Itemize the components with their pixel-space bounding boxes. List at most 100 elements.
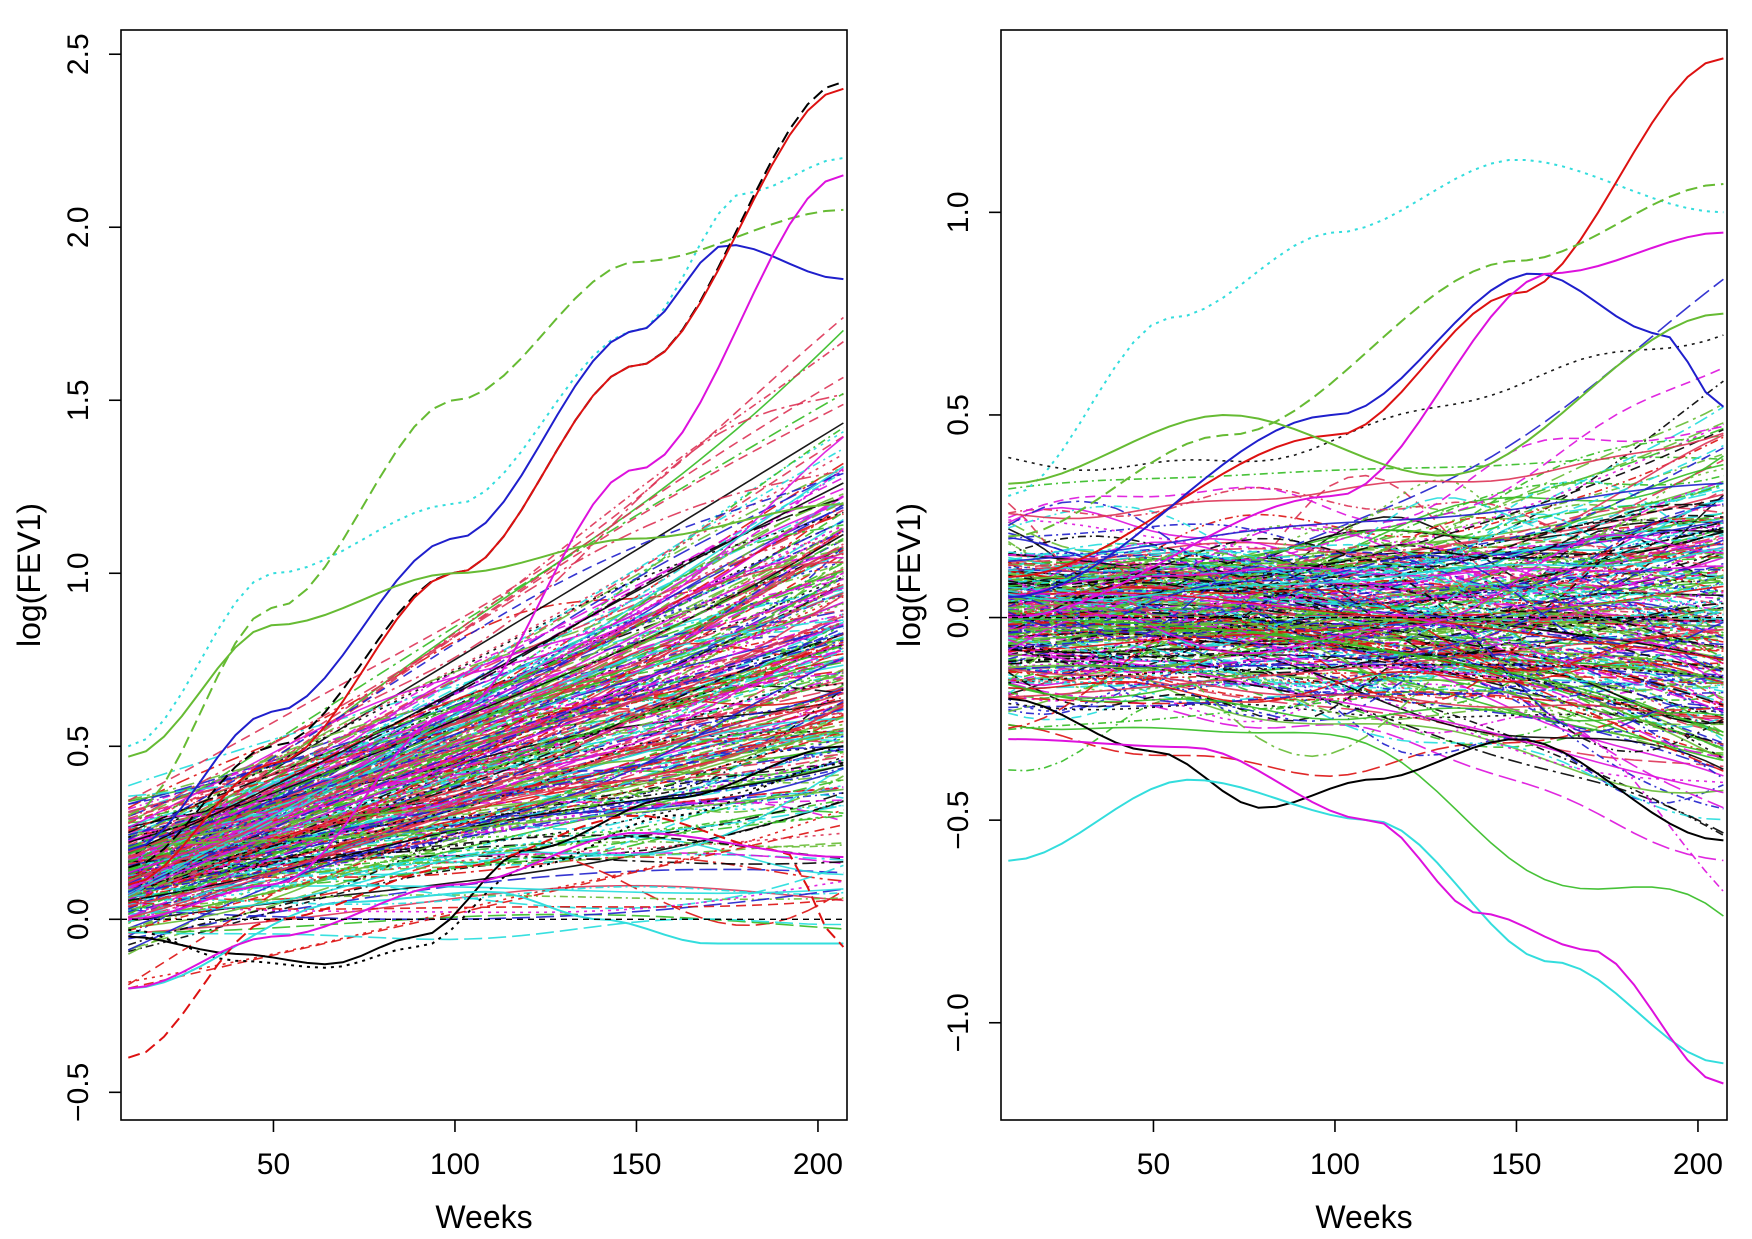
left-subject-curve bbox=[127, 465, 844, 895]
right-subject-curve bbox=[1008, 621, 1724, 688]
left-y-tick-label: 2.5 bbox=[62, 33, 95, 75]
right-subject-curve bbox=[1008, 639, 1724, 711]
left-subject-curve bbox=[127, 497, 844, 834]
right-subject-curve bbox=[1008, 550, 1724, 623]
right-subject-curve bbox=[1007, 503, 1724, 608]
right-subject-curve bbox=[1008, 661, 1724, 784]
left-y-tick-label: 1.0 bbox=[62, 552, 95, 594]
left-subject-curve bbox=[128, 661, 844, 873]
left-subject-curve bbox=[128, 704, 844, 907]
left-subject-curve bbox=[128, 504, 844, 805]
right-subject-curve bbox=[1008, 541, 1724, 649]
right-y-tick-label: −1.0 bbox=[942, 993, 975, 1052]
right-subject-curve bbox=[1008, 641, 1724, 704]
left-subject-curve bbox=[127, 316, 844, 802]
right-series-8 bbox=[1008, 312, 1724, 485]
left-subject-curve bbox=[127, 467, 844, 856]
right-subject-curve bbox=[1008, 499, 1724, 590]
left-subject-curve bbox=[128, 656, 844, 848]
left-subject-curve bbox=[127, 619, 844, 897]
right-subject-curve bbox=[1008, 612, 1724, 708]
right-subject-curve bbox=[1008, 422, 1724, 595]
right-subject-curve bbox=[1008, 618, 1724, 657]
left-y-axis-title: log(FEV1) bbox=[11, 503, 47, 647]
right-subject-curve bbox=[1008, 565, 1724, 600]
right-subject-curve bbox=[1008, 613, 1724, 688]
left-subject-curve bbox=[128, 699, 844, 896]
left-subject-curve bbox=[127, 639, 844, 893]
left-subject-curve bbox=[128, 677, 844, 882]
left-series-7 bbox=[128, 745, 844, 966]
left-subject-curve bbox=[127, 529, 844, 905]
right-subject-curve bbox=[1008, 677, 1724, 709]
right-subject-curve bbox=[1008, 526, 1724, 604]
right-plot-lines bbox=[1007, 57, 1725, 1085]
right-x-tick-label: 100 bbox=[1310, 1148, 1360, 1181]
right-subject-curve bbox=[1008, 583, 1724, 664]
left-subject-curve bbox=[128, 675, 844, 863]
right-subject-curve bbox=[1008, 542, 1724, 620]
left-subject-curve bbox=[128, 518, 844, 837]
right-subject-curve bbox=[1008, 574, 1724, 670]
left-subject-curve bbox=[128, 592, 844, 884]
left-subject-curve bbox=[127, 509, 844, 867]
right-subject-curve bbox=[1008, 517, 1724, 614]
left-subject-curve bbox=[127, 511, 844, 864]
left-subject-curve bbox=[128, 756, 844, 876]
left-subject-curve bbox=[128, 720, 844, 908]
left-subject-curve bbox=[127, 657, 844, 951]
right-subject-curve bbox=[1007, 580, 1724, 742]
right-subject-curve bbox=[1008, 425, 1724, 524]
left-subject-curve bbox=[127, 577, 844, 925]
left-subject-curve bbox=[128, 620, 844, 899]
right-subject-curve bbox=[1007, 620, 1724, 758]
right-subject-curve bbox=[1007, 580, 1724, 714]
left-series-5 bbox=[128, 503, 844, 758]
left-subject-curve bbox=[128, 539, 844, 801]
left-series-2 bbox=[127, 244, 844, 852]
right-subject-curve bbox=[1008, 539, 1724, 659]
left-subject-curve bbox=[127, 472, 844, 841]
right-subject-curve bbox=[1008, 628, 1724, 698]
left-subject-curve bbox=[127, 572, 844, 862]
right-subject-curve bbox=[1008, 592, 1724, 713]
left-subject-curve bbox=[127, 403, 844, 871]
right-series-1 bbox=[1008, 57, 1724, 578]
left-x-axis-title: Weeks bbox=[435, 1199, 532, 1235]
right-series-3 bbox=[1008, 231, 1724, 619]
right-subject-curve bbox=[1008, 588, 1724, 751]
left-subject-curve bbox=[128, 691, 844, 889]
left-subject-curve bbox=[127, 376, 844, 845]
left-subject-curve bbox=[127, 511, 844, 850]
left-subject-curve bbox=[128, 894, 844, 911]
right-subject-curve bbox=[1008, 569, 1724, 600]
right-y-tick-label: 0.0 bbox=[942, 597, 975, 639]
left-subject-curve bbox=[128, 758, 844, 913]
right-subject-curve bbox=[1008, 621, 1724, 681]
right-y-axis-title: log(FEV1) bbox=[891, 503, 927, 647]
left-x-tick-label: 150 bbox=[611, 1148, 661, 1181]
left-y-tick-label: 0.0 bbox=[62, 898, 95, 940]
left-subject-curve bbox=[128, 683, 844, 886]
left-subject-curve bbox=[127, 537, 844, 872]
right-subject-curve bbox=[1008, 542, 1724, 598]
right-subject-curve bbox=[1008, 714, 1724, 778]
right-subject-curve bbox=[1008, 334, 1724, 472]
right-subject-curve bbox=[1008, 480, 1724, 616]
right-subject-curve bbox=[1008, 455, 1724, 577]
right-panel: 50 100 150 200 −1.0 −0.5 0.0 0.5 1.0 Weeks log(… bbox=[891, 29, 1728, 1235]
right-subject-curve bbox=[1007, 554, 1724, 655]
right-subject-curve bbox=[1008, 517, 1724, 568]
right-x-axis-title: Weeks bbox=[1315, 1199, 1412, 1235]
right-subject-curve bbox=[1008, 524, 1724, 573]
right-subject-curve bbox=[1008, 444, 1724, 592]
right-subject-curve bbox=[1008, 367, 1724, 612]
right-subject-curve bbox=[1008, 639, 1724, 758]
left-subject-curve bbox=[128, 810, 844, 911]
left-subject-curve bbox=[128, 664, 844, 828]
left-subject-curve bbox=[127, 524, 844, 850]
right-series-7 bbox=[1008, 738, 1724, 1085]
right-subject-curve bbox=[1007, 503, 1724, 633]
left-subject-curve bbox=[127, 525, 844, 865]
